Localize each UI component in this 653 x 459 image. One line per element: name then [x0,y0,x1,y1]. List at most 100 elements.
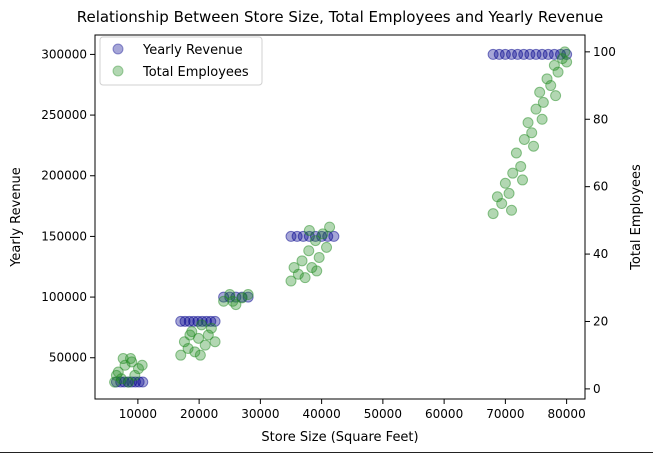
total-employees-point [487,208,499,220]
yearly-revenue-point [512,48,524,60]
yearly-revenue-point [493,48,505,60]
total-employees-point [499,177,511,189]
y-tick-label: 150000 [41,229,87,243]
total-employees-point [123,376,135,388]
total-employees-point [175,349,187,361]
total-employees-point [136,359,148,371]
yearly-revenue-point [506,48,517,60]
total-employees-point [534,86,546,98]
total-employees-point [224,289,236,301]
yearly-revenue-point [499,48,511,60]
y2-tick-label: 20 [593,314,608,328]
x-tick-label: 50000 [364,407,402,421]
yearly-revenue-point [285,230,297,242]
yearly-revenue-point [542,48,554,60]
yearly-revenue-point [175,315,187,327]
yearly-revenue-point [196,315,208,327]
total-employees-point [209,336,221,348]
total-employees-point [227,295,239,307]
total-employees-point [184,329,196,341]
x-axis: 10000 20000 30000 40000 50000 60000 70000 80000 [119,399,586,421]
y2-tick-label: 40 [593,247,608,261]
y-tick-label: 250000 [41,108,87,122]
total-employees-point [311,265,323,277]
x-axis-label: Store Size (Square Feet) [261,430,418,445]
total-employees-point [125,353,137,365]
total-employees-point [518,133,530,145]
total-employees-point [561,56,573,68]
legend-marker-yearly-revenue [112,43,124,55]
total-employees-point [303,224,315,236]
y-axis-right: 0 20 40 60 80 100 [585,45,616,396]
total-employees-point [205,322,217,334]
total-employees-point [199,339,211,351]
yearly-revenue-point [530,48,542,60]
legend-box [99,36,263,86]
y2-axis-label: Total Employees [629,164,644,271]
total-employees-point [109,376,121,388]
y-axis-label: Yearly Revenue [9,167,24,268]
total-employees-point [530,103,542,115]
total-employees-point [296,255,308,267]
yearly-revenue-point [303,230,315,242]
x-tick-label: 10000 [119,407,157,421]
total-employees-point [317,228,329,240]
total-employees-point [324,221,336,233]
total-employees-point [292,268,304,280]
data-points [109,46,573,388]
total-employees-point [548,59,560,71]
yearly-revenue-point [487,48,499,60]
total-employees-point [541,73,553,85]
total-employees-point [526,127,538,139]
total-employees-point [517,174,529,186]
total-employees-point [182,342,194,354]
y-tick-label: 300000 [41,47,87,61]
y2-tick-label: 80 [593,112,608,126]
yearly-revenue-point [524,48,536,60]
yearly-revenue-point [183,315,195,327]
legend: Yearly Revenue Total Employees [99,36,263,86]
total-employees-point [285,275,297,287]
x-tick-label: 30000 [241,407,279,421]
total-employees-point [299,272,311,284]
legend-label-total-employees: Total Employees [142,65,249,80]
legend-label-yearly-revenue: Yearly Revenue [142,43,243,58]
total-employees-point [129,369,141,381]
plot-area [94,34,586,400]
bottom-rule [0,452,653,453]
x-tick-label: 80000 [548,407,586,421]
total-employees-point [303,245,315,257]
total-employees-point [321,241,333,253]
total-employees-point [510,147,522,159]
total-employees-point [196,319,208,331]
total-employees-point [110,369,122,381]
total-employees-point [550,90,562,102]
y-tick-label: 50000 [49,351,87,365]
y2-tick-label: 100 [593,45,616,59]
yearly-revenue-point [536,48,548,60]
yearly-revenue-point [291,230,303,242]
total-employees-point [507,167,519,179]
total-employees-point [528,140,540,152]
y-axis-left: 50000 100000 150000 200000 250000 300000 [41,47,95,365]
x-tick-label: 20000 [180,407,218,421]
legend-marker-total-employees [112,65,124,77]
total-employees-point [310,235,321,247]
yearly-revenue-point [518,48,530,60]
total-employees-point [313,251,325,263]
x-tick-label: 70000 [486,407,524,421]
chart-title: Relationship Between Store Size, Total E… [77,8,604,26]
total-employees-point [536,113,548,125]
total-employees-point [522,117,534,129]
yearly-revenue-point [137,376,149,388]
yearly-revenue-point [179,315,191,327]
total-employees-point [218,295,230,307]
total-employees-point [189,346,201,358]
y-tick-label: 200000 [41,169,87,183]
x-tick-label: 40000 [303,407,341,421]
yearly-revenue-point [328,230,340,242]
total-employees-point [242,289,254,301]
yearly-revenue-point [218,291,230,303]
total-employees-point [202,329,214,341]
